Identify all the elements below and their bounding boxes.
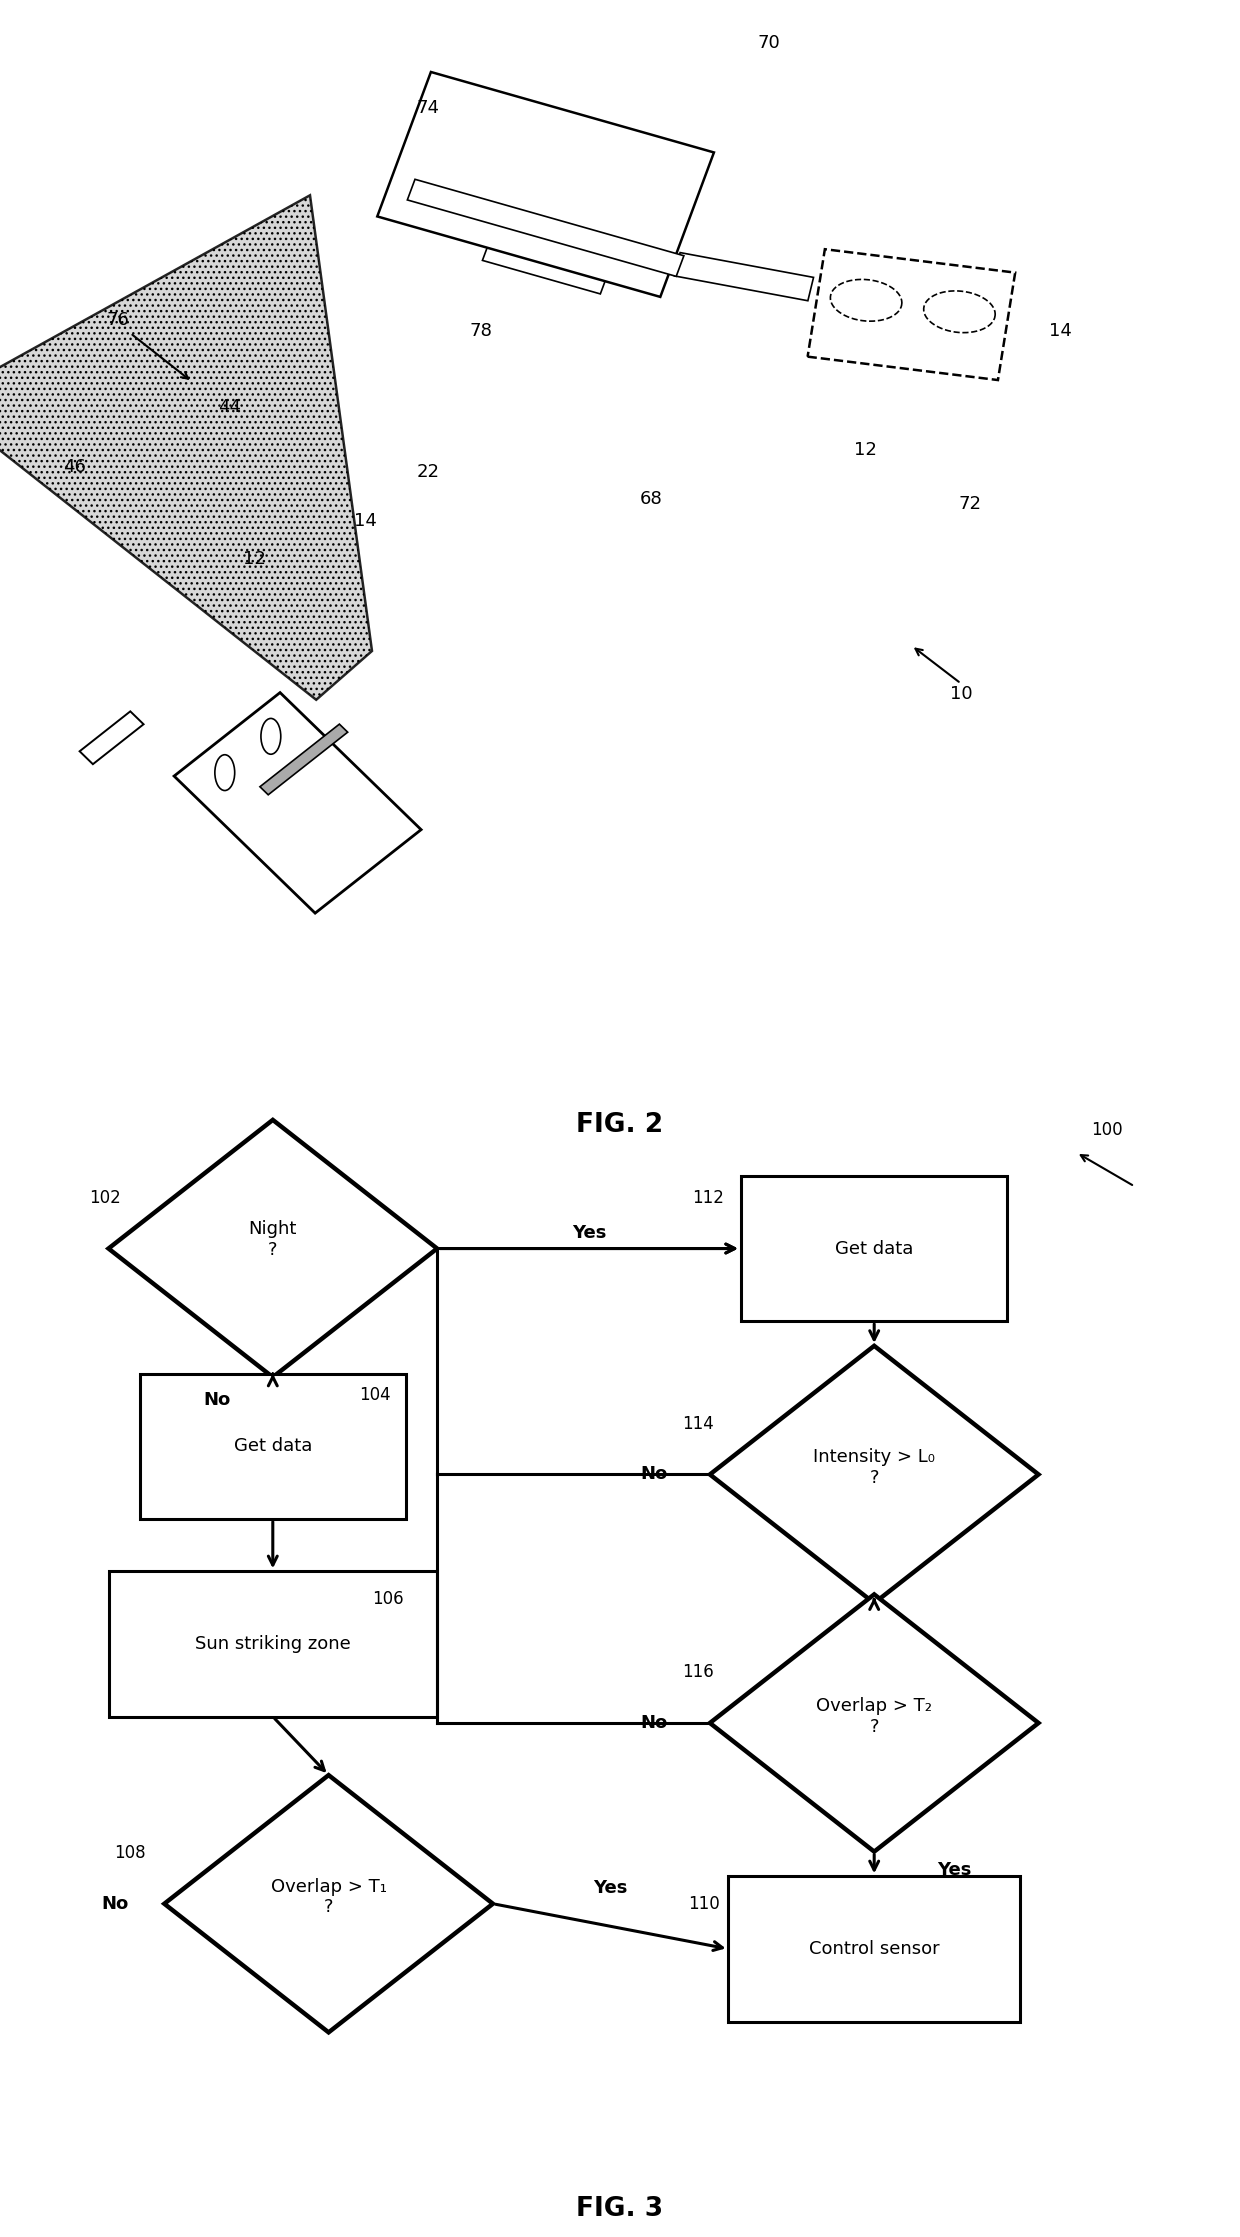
Text: 116: 116 — [682, 1662, 714, 1682]
Text: Overlap > T₁
?: Overlap > T₁ ? — [270, 1877, 387, 1917]
Text: 110: 110 — [688, 1895, 720, 1913]
Text: 100: 100 — [1091, 1121, 1123, 1139]
Text: 14: 14 — [1049, 322, 1071, 340]
Text: Sun striking zone: Sun striking zone — [195, 1635, 351, 1653]
Text: 78: 78 — [470, 322, 492, 340]
FancyBboxPatch shape — [139, 1374, 407, 1519]
Text: 108: 108 — [114, 1843, 146, 1861]
Polygon shape — [174, 693, 422, 913]
Polygon shape — [79, 711, 144, 765]
Text: Get data: Get data — [835, 1239, 914, 1257]
Text: 12: 12 — [243, 550, 265, 568]
Text: 106: 106 — [372, 1591, 404, 1608]
Text: 114: 114 — [682, 1414, 714, 1432]
Text: Intensity > L₀
?: Intensity > L₀ ? — [813, 1447, 935, 1488]
Text: 72: 72 — [959, 497, 981, 515]
Text: FIG. 3: FIG. 3 — [577, 2197, 663, 2221]
Text: 70: 70 — [758, 34, 780, 51]
Text: 112: 112 — [692, 1188, 724, 1206]
Polygon shape — [260, 725, 347, 794]
Text: 104: 104 — [360, 1387, 392, 1405]
Polygon shape — [924, 291, 996, 333]
Text: 12: 12 — [854, 441, 877, 459]
FancyBboxPatch shape — [728, 1877, 1019, 2022]
Text: No: No — [641, 1465, 667, 1483]
Text: Get data: Get data — [233, 1436, 312, 1456]
Text: Control sensor: Control sensor — [808, 1939, 940, 1957]
Polygon shape — [377, 72, 714, 298]
Polygon shape — [164, 1776, 494, 2033]
Text: 76: 76 — [107, 311, 129, 329]
Text: Night
?: Night ? — [248, 1219, 298, 1259]
Text: No: No — [641, 1714, 667, 1731]
FancyBboxPatch shape — [109, 1570, 438, 1716]
Text: 74: 74 — [417, 98, 439, 119]
Text: 68: 68 — [640, 490, 662, 508]
Text: 14: 14 — [355, 512, 377, 530]
Text: 22: 22 — [417, 463, 439, 481]
Polygon shape — [0, 195, 372, 700]
Polygon shape — [831, 280, 901, 322]
Text: FIG. 2: FIG. 2 — [577, 1112, 663, 1139]
Text: 102: 102 — [89, 1188, 122, 1206]
Polygon shape — [407, 179, 684, 277]
Text: No: No — [102, 1895, 128, 1913]
Polygon shape — [482, 237, 609, 293]
Polygon shape — [807, 248, 1016, 380]
Text: Yes: Yes — [572, 1224, 606, 1242]
Text: Yes: Yes — [594, 1879, 627, 1897]
Polygon shape — [109, 1121, 438, 1378]
Text: No: No — [203, 1391, 231, 1409]
Text: 46: 46 — [63, 459, 86, 476]
Text: 44: 44 — [218, 398, 241, 416]
Text: Overlap > T₂
?: Overlap > T₂ ? — [816, 1698, 932, 1736]
Text: 10: 10 — [950, 685, 972, 702]
Polygon shape — [709, 1347, 1039, 1604]
Polygon shape — [675, 253, 813, 300]
Polygon shape — [709, 1595, 1039, 1852]
Text: Yes: Yes — [937, 1861, 972, 1879]
FancyBboxPatch shape — [740, 1177, 1007, 1322]
